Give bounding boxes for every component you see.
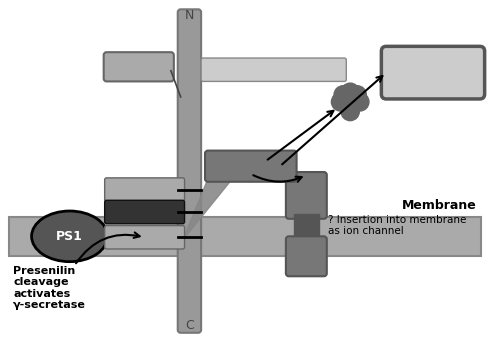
Text: γ-secretase: γ-secretase: [112, 232, 177, 242]
FancyBboxPatch shape: [104, 226, 184, 249]
Text: CLEARANCE/
DEGRADATION: CLEARANCE/ DEGRADATION: [388, 62, 478, 83]
Text: N: N: [184, 9, 194, 22]
Text: PS1: PS1: [56, 230, 83, 243]
Ellipse shape: [32, 211, 108, 262]
Text: APP: APP: [126, 60, 152, 74]
Text: Membrane: Membrane: [402, 199, 477, 212]
FancyBboxPatch shape: [104, 200, 184, 224]
Circle shape: [342, 93, 358, 110]
Text: α-secretase: α-secretase: [112, 207, 177, 217]
Circle shape: [341, 83, 359, 101]
FancyBboxPatch shape: [382, 46, 484, 99]
Text: AβDomain: AβDomain: [215, 160, 286, 173]
Circle shape: [332, 93, 349, 111]
FancyBboxPatch shape: [201, 58, 346, 81]
Bar: [9, 217, 480, 256]
FancyBboxPatch shape: [104, 178, 184, 201]
FancyBboxPatch shape: [205, 151, 296, 182]
Circle shape: [341, 102, 359, 121]
Text: C: C: [185, 319, 194, 332]
Text: Presenilin
cleavage
activates
γ-secretase: Presenilin cleavage activates γ-secretas…: [13, 266, 86, 310]
Circle shape: [350, 93, 369, 111]
Circle shape: [334, 86, 352, 104]
Text: ? Insertion into membrane
as ion channel: ? Insertion into membrane as ion channel: [328, 215, 466, 236]
Text: Aggregation as plaques: Aggregation as plaques: [208, 65, 340, 75]
Circle shape: [348, 86, 366, 104]
Text: β-secretase: β-secretase: [112, 184, 177, 194]
Polygon shape: [182, 179, 232, 240]
Bar: [294, 214, 319, 241]
FancyBboxPatch shape: [286, 172, 327, 219]
FancyBboxPatch shape: [104, 52, 174, 81]
FancyBboxPatch shape: [178, 9, 201, 333]
FancyBboxPatch shape: [286, 236, 327, 276]
